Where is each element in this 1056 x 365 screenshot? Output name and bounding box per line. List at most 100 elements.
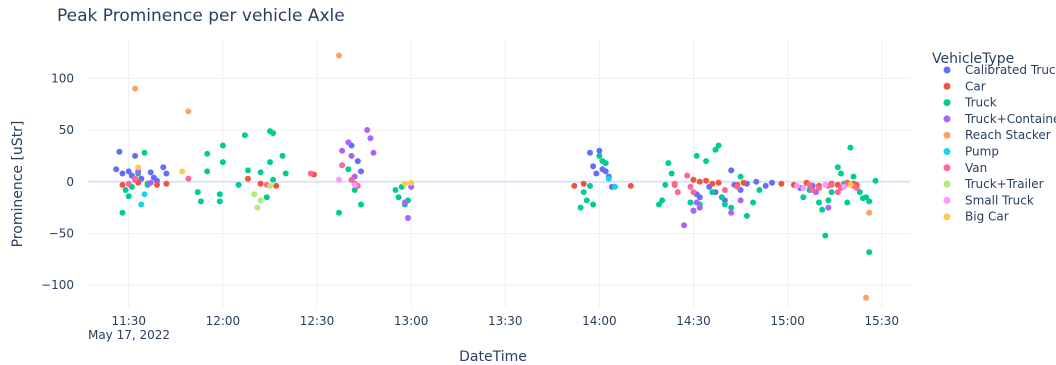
data-point: [806, 181, 813, 188]
data-point: [703, 158, 710, 165]
data-point: [696, 194, 703, 201]
data-point: [235, 181, 242, 188]
series-truck-trailer: [251, 182, 273, 211]
data-point: [119, 181, 126, 188]
x-tick-label: 11:30: [111, 314, 146, 328]
data-point: [185, 175, 192, 182]
data-point: [197, 198, 204, 205]
data-point: [138, 201, 145, 208]
data-point: [351, 181, 358, 188]
data-point: [132, 152, 139, 159]
data-point: [721, 201, 728, 208]
data-point: [267, 182, 273, 189]
legend-item[interactable]: Reach Stacker: [943, 128, 1051, 142]
data-point: [163, 170, 170, 177]
data-point: [392, 187, 399, 193]
data-point: [593, 170, 600, 177]
data-point: [850, 173, 857, 180]
data-point: [834, 164, 841, 171]
data-point: [279, 152, 286, 159]
x-tick-label: 12:30: [300, 314, 335, 328]
data-point: [715, 179, 722, 186]
data-point: [687, 183, 694, 190]
legend-item[interactable]: Big Car: [943, 210, 1009, 224]
data-point: [116, 148, 123, 155]
data-point: [809, 187, 816, 193]
legend-item[interactable]: Pump: [943, 145, 999, 159]
data-point: [587, 182, 593, 189]
data-point: [408, 183, 415, 190]
data-point: [245, 175, 251, 182]
data-point: [160, 164, 167, 171]
data-point: [138, 175, 145, 182]
data-point: [687, 199, 694, 206]
legend-label: Calibrated Truck: [965, 63, 1056, 77]
legend-item[interactable]: Truck: [943, 96, 997, 110]
data-point: [257, 180, 264, 187]
data-point: [251, 191, 258, 198]
data-point: [113, 166, 120, 173]
data-point: [141, 149, 148, 156]
data-point: [709, 180, 716, 187]
data-point: [690, 176, 697, 183]
data-point: [336, 176, 342, 183]
data-point: [866, 198, 873, 205]
series-van: [125, 162, 860, 196]
data-point: [693, 152, 700, 159]
legend-label: Car: [965, 79, 986, 93]
data-point: [750, 199, 757, 206]
legend-item[interactable]: Calibrated Truck: [943, 63, 1056, 77]
data-point: [838, 170, 844, 177]
data-point: [671, 180, 678, 187]
legend-marker: [943, 213, 951, 221]
data-point: [119, 170, 126, 177]
data-point: [596, 147, 603, 154]
data-point: [819, 206, 826, 213]
y-tick-label: −50: [49, 226, 74, 240]
legend-label: Van: [965, 161, 987, 175]
legend-label: Truck+Container: [964, 112, 1056, 126]
data-point: [659, 197, 666, 204]
x-tick-label: 13:00: [394, 314, 429, 328]
data-point: [728, 167, 735, 174]
legend-marker: [943, 148, 951, 155]
legend-marker: [943, 131, 951, 139]
data-point: [132, 175, 139, 182]
data-point: [825, 197, 832, 204]
data-point: [219, 142, 226, 149]
data-point: [245, 167, 251, 174]
data-point: [668, 170, 675, 177]
legend-item[interactable]: Truck+Trailer: [943, 177, 1044, 191]
data-point: [828, 189, 835, 196]
data-point: [822, 232, 829, 239]
legend-item[interactable]: Car: [943, 79, 986, 93]
data-point: [135, 164, 142, 171]
x-tick-label: 14:00: [582, 314, 617, 328]
legend-item[interactable]: Small Truck: [943, 193, 1034, 207]
series-small-truck: [336, 176, 848, 191]
x-tick-label: 12:00: [206, 314, 241, 328]
data-point: [122, 187, 129, 193]
legend-item[interactable]: Truck+Container: [943, 112, 1056, 126]
data-point: [681, 222, 688, 229]
data-point: [580, 189, 587, 196]
data-point: [141, 191, 148, 198]
data-point: [743, 212, 750, 219]
legend-marker: [943, 196, 951, 204]
data-point: [596, 152, 603, 159]
data-point: [853, 185, 860, 191]
legend-item[interactable]: Van: [943, 161, 988, 175]
data-point: [147, 179, 154, 186]
data-point: [216, 198, 223, 205]
x-axis-ticks: 11:30 12:00 12:30 13:00 13:30 14:00 14:30 15:00…: [111, 314, 899, 328]
y-tick-label: 50: [59, 123, 74, 137]
series-big-car: [135, 164, 854, 188]
x-tick-label: 15:30: [864, 314, 899, 328]
data-point: [364, 127, 371, 133]
data-point: [401, 180, 408, 187]
data-point: [737, 197, 744, 204]
data-point: [872, 177, 879, 184]
data-point: [778, 180, 785, 187]
data-point: [712, 146, 719, 153]
legend-marker: [943, 66, 951, 74]
